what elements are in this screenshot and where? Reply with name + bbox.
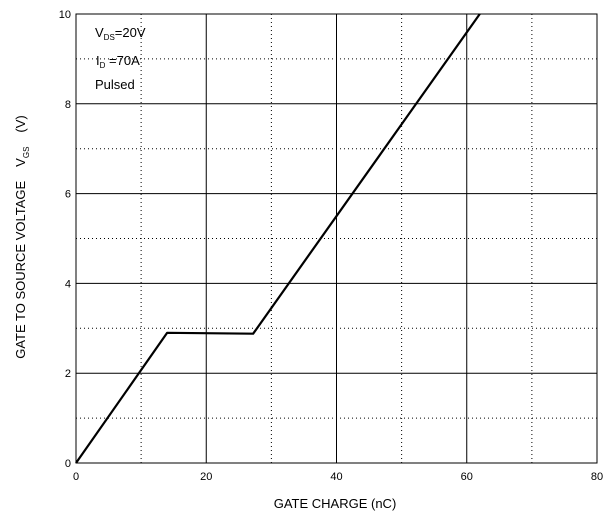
y-tick-label: 10 [59, 9, 71, 21]
y-axis-symbol-v: V [13, 158, 28, 167]
x-tick-label: 60 [461, 471, 473, 483]
x-tick-label: 0 [73, 471, 79, 483]
y-tick-label: 4 [65, 278, 71, 290]
annotation-pulsed: Pulsed [95, 77, 135, 92]
y-axis-label-main: GATE TO SOURCE VOLTAGE [13, 180, 28, 358]
series-layer [75, 13, 481, 464]
plot-area-frame [75, 13, 598, 464]
x-tick-label: 20 [200, 471, 212, 483]
y-tick-label: 2 [65, 368, 71, 380]
y-tick-label: 0 [65, 458, 71, 470]
gate-charge-curve [75, 13, 481, 464]
major-gridlines [75, 13, 598, 464]
y-axis-tick-labels: 0 2 4 6 8 10 [59, 9, 71, 470]
annotation-vds: VDS=20V [95, 25, 146, 42]
x-tick-label: 40 [330, 471, 342, 483]
y-axis-unit: (V) [13, 115, 28, 132]
x-tick-label: 80 [591, 471, 603, 483]
annotation-id: ID =70A [96, 53, 140, 70]
annotation-block: VDS=20V ID =70A Pulsed [95, 25, 146, 92]
x-axis-label: GATE CHARGE (nC) [274, 496, 397, 511]
x-axis-tick-labels: 0 20 40 60 80 [73, 471, 603, 483]
y-axis-symbol-gs: GS [22, 147, 31, 159]
y-axis-label: GATE TO SOURCE VOLTAGE VGS (V) [13, 115, 31, 359]
y-tick-label: 8 [65, 99, 71, 111]
y-tick-label: 6 [65, 189, 71, 201]
svg-text:GATE TO SOURCE VOLTAGEVGS(V): GATE TO SOURCE VOLTAGE VGS (V) [13, 115, 31, 359]
